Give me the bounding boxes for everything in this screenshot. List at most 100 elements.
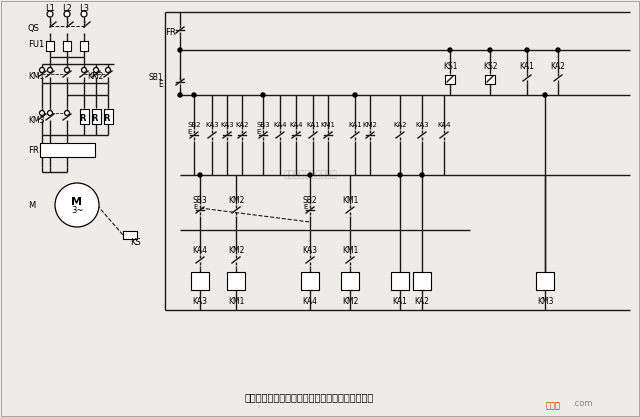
Text: KA3: KA3 (415, 122, 429, 128)
Circle shape (178, 93, 182, 97)
Circle shape (488, 48, 492, 52)
Circle shape (308, 173, 312, 177)
Text: KA3: KA3 (220, 122, 234, 128)
Text: KM3: KM3 (28, 116, 45, 125)
Text: KM2: KM2 (363, 122, 378, 128)
Circle shape (40, 111, 45, 116)
Circle shape (47, 68, 52, 73)
Text: KA1: KA1 (520, 61, 534, 70)
Bar (46, 41, 54, 51)
Text: 3~: 3~ (71, 206, 83, 214)
Bar (485, 75, 495, 83)
Circle shape (353, 93, 357, 97)
Bar (63, 41, 71, 51)
Text: E: E (194, 204, 198, 210)
Text: KA4: KA4 (303, 297, 317, 306)
Bar (536, 272, 554, 290)
Text: KA3: KA3 (303, 246, 317, 254)
Circle shape (543, 93, 547, 97)
Text: KA1: KA1 (392, 297, 408, 306)
Text: KA2: KA2 (393, 122, 407, 128)
Text: SB3: SB3 (193, 196, 207, 204)
Text: KM2: KM2 (228, 246, 244, 254)
Bar (123, 231, 137, 239)
Text: L1: L1 (45, 3, 55, 13)
Text: R: R (92, 113, 99, 123)
Text: KM3: KM3 (537, 297, 553, 306)
Text: KM1: KM1 (342, 246, 358, 254)
Bar (104, 108, 113, 123)
Text: .com: .com (572, 399, 593, 408)
Circle shape (106, 68, 111, 73)
Text: E: E (303, 204, 308, 210)
Text: SB3: SB3 (256, 122, 270, 128)
Bar (92, 108, 100, 123)
Circle shape (398, 173, 402, 177)
Bar (80, 41, 88, 51)
Text: KA4: KA4 (289, 122, 303, 128)
Circle shape (198, 173, 202, 177)
Text: R: R (104, 113, 110, 123)
Circle shape (261, 93, 265, 97)
Circle shape (556, 48, 560, 52)
Text: KS: KS (130, 238, 141, 246)
Text: KM1: KM1 (228, 297, 244, 306)
Text: KS2: KS2 (483, 61, 497, 70)
Text: QS: QS (28, 23, 40, 33)
Text: E: E (257, 129, 261, 135)
Text: KM1: KM1 (28, 71, 44, 80)
Text: KA2: KA2 (236, 122, 249, 128)
Circle shape (65, 68, 70, 73)
Bar (413, 272, 431, 290)
Circle shape (65, 111, 70, 116)
Circle shape (448, 48, 452, 52)
Text: KA1: KA1 (306, 122, 320, 128)
Bar (445, 75, 455, 83)
Circle shape (81, 11, 87, 17)
Text: KA3: KA3 (205, 122, 219, 128)
Text: KA3: KA3 (193, 297, 207, 306)
Bar (40, 143, 95, 157)
Circle shape (47, 11, 53, 17)
Bar (301, 272, 319, 290)
Text: KA2: KA2 (550, 61, 565, 70)
Circle shape (192, 93, 196, 97)
Text: 杭州智睭科技有限公司: 杭州智睭科技有限公司 (283, 171, 337, 179)
Text: M: M (28, 201, 35, 209)
Text: FR: FR (165, 28, 176, 37)
Text: KM1: KM1 (342, 196, 358, 204)
Bar (341, 272, 359, 290)
Text: KA4: KA4 (437, 122, 451, 128)
Text: KA4: KA4 (193, 246, 207, 254)
Circle shape (47, 111, 52, 116)
Bar (79, 108, 88, 123)
Text: R: R (80, 113, 86, 123)
Circle shape (55, 183, 99, 227)
Text: SB2: SB2 (188, 122, 201, 128)
Text: M: M (72, 197, 83, 207)
Circle shape (40, 68, 45, 73)
Circle shape (81, 68, 86, 73)
Bar (391, 272, 409, 290)
Text: KA2: KA2 (415, 297, 429, 306)
Text: KM2: KM2 (342, 297, 358, 306)
Circle shape (93, 68, 99, 73)
Text: L3: L3 (79, 3, 89, 13)
Text: KS1: KS1 (443, 61, 457, 70)
Text: KM1: KM1 (321, 122, 335, 128)
Text: E: E (158, 80, 163, 88)
Bar (227, 272, 245, 290)
Circle shape (64, 11, 70, 17)
Text: SB2: SB2 (303, 196, 317, 204)
Text: KA1: KA1 (348, 122, 362, 128)
Text: SB1: SB1 (148, 73, 163, 81)
Circle shape (178, 48, 182, 52)
Text: FR: FR (28, 146, 39, 155)
Text: FU1: FU1 (28, 40, 44, 48)
Text: 接线图: 接线图 (546, 401, 561, 410)
Text: L2: L2 (62, 3, 72, 13)
Text: 具有反接制动电阵的可逆运行反接制动的控制线路: 具有反接制动电阵的可逆运行反接制动的控制线路 (245, 392, 374, 402)
Text: KA4: KA4 (273, 122, 287, 128)
Circle shape (420, 173, 424, 177)
Text: E: E (188, 129, 192, 135)
